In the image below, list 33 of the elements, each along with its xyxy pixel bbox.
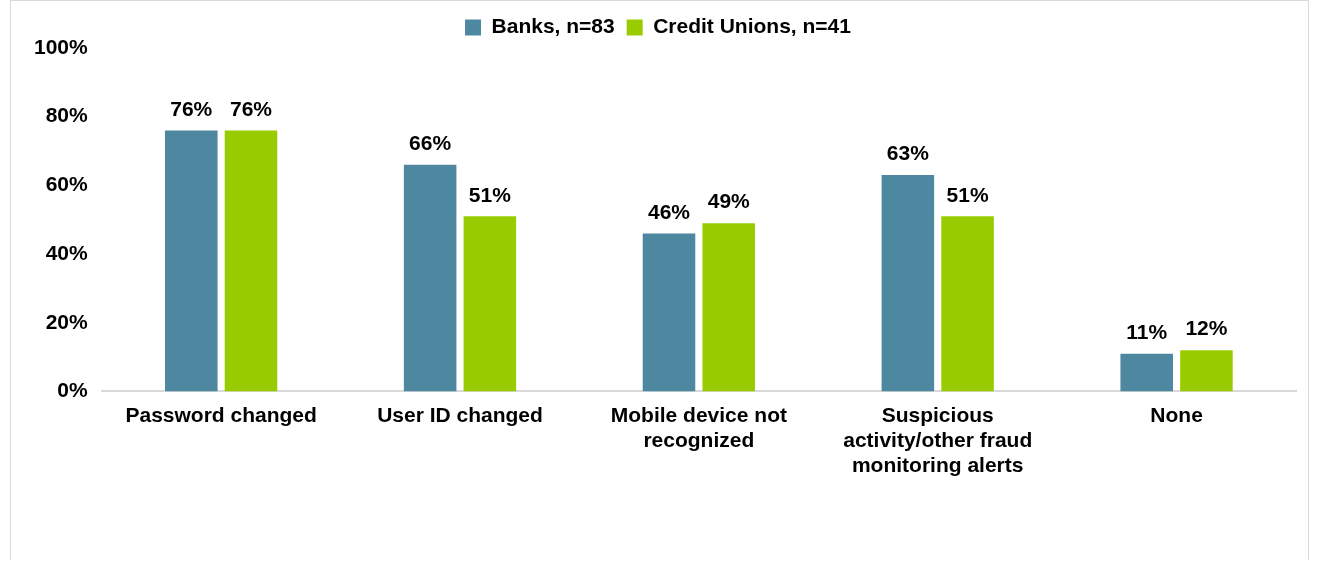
bar: [642, 233, 696, 392]
bar: [403, 164, 457, 392]
legend-label: Credit Unions, n=41: [653, 14, 852, 38]
data-label: 11%: [1126, 319, 1168, 343]
y-tick-label: 20%: [45, 309, 89, 333]
x-tick-label: Mobile device not recognized: [610, 402, 787, 451]
data-label: 46%: [647, 199, 691, 223]
data-label: 12%: [1185, 316, 1228, 340]
data-label: 76%: [170, 96, 213, 120]
y-tick-label: 40%: [45, 240, 89, 264]
bar: [165, 130, 218, 392]
y-tick-label: 60%: [45, 172, 89, 196]
bar: [1180, 350, 1233, 392]
data-label: 76%: [229, 96, 273, 120]
data-label: 49%: [707, 189, 751, 213]
y-tick-label: 80%: [45, 103, 89, 127]
data-label: 51%: [946, 182, 989, 206]
bar: [1120, 353, 1173, 392]
y-tick-label: 0%: [57, 378, 89, 402]
x-tick-label: None: [1150, 402, 1203, 426]
data-label: 63%: [886, 141, 930, 165]
bar: [463, 216, 517, 392]
x-tick-label: User ID changed: [377, 402, 543, 426]
bar: [881, 175, 935, 392]
x-tick-label: Password changed: [125, 402, 317, 426]
bar: [702, 223, 755, 392]
bar: [941, 216, 994, 392]
legend-label: Banks, n=83: [491, 14, 615, 38]
y-tick-label: 100%: [33, 34, 89, 58]
bar: [224, 130, 278, 392]
data-label: 66%: [409, 131, 452, 155]
x-tick-label: Suspicious activity/other fraud monitoring alerts: [843, 402, 1033, 477]
data-label: 51%: [468, 182, 512, 206]
